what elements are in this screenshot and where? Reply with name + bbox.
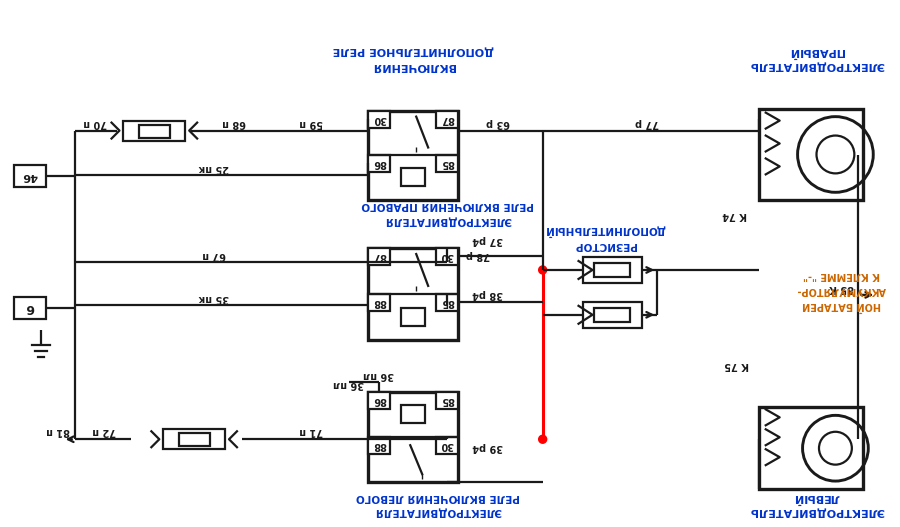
Text: 30: 30 bbox=[440, 251, 454, 261]
Text: 63 р: 63 р bbox=[486, 118, 510, 128]
Text: ВКЛЮЧЕНИЯ: ВКЛЮЧЕНИЯ bbox=[372, 61, 454, 71]
Circle shape bbox=[539, 266, 546, 274]
Text: 72 п: 72 п bbox=[93, 426, 116, 436]
Bar bbox=[436, 248, 458, 265]
Bar bbox=[582, 302, 643, 328]
Bar bbox=[401, 308, 425, 326]
Text: 70 п: 70 п bbox=[84, 118, 107, 128]
Bar bbox=[595, 308, 630, 322]
Text: ЭЛЕКТРОДВИГАТЕЛЯ: ЭЛЕКТРОДВИГАТЕЛЯ bbox=[384, 215, 511, 225]
Bar bbox=[436, 393, 458, 409]
Bar bbox=[123, 121, 185, 141]
Bar bbox=[368, 248, 391, 265]
Text: 77 р: 77 р bbox=[635, 118, 659, 128]
Text: 87: 87 bbox=[373, 251, 386, 261]
Bar bbox=[759, 407, 863, 489]
Text: 85: 85 bbox=[440, 159, 454, 169]
Text: ПРАВЫЙ: ПРАВЫЙ bbox=[789, 46, 844, 56]
Text: 30: 30 bbox=[440, 440, 454, 450]
Text: 87: 87 bbox=[440, 114, 454, 124]
Text: 30: 30 bbox=[373, 114, 386, 124]
Bar bbox=[368, 248, 458, 340]
Bar bbox=[179, 433, 210, 446]
Bar bbox=[436, 111, 458, 128]
Text: 59 п: 59 п bbox=[299, 118, 322, 128]
Text: ЭЛЕКТРОДВИГАТЕЛЬ: ЭЛЕКТРОДВИГАТЕЛЬ bbox=[749, 61, 884, 71]
Text: ЛЕВЫЙ: ЛЕВЫЙ bbox=[794, 492, 840, 502]
Text: 25 пк: 25 пк bbox=[199, 163, 230, 173]
Bar bbox=[368, 155, 391, 172]
Bar bbox=[368, 111, 391, 128]
Text: НОЙ БАТАРЕИ: НОЙ БАТАРЕИ bbox=[802, 300, 881, 310]
Bar bbox=[436, 437, 458, 454]
Text: ДОПОЛНИТЕЛЬНОЕ РЕЛЕ: ДОПОЛНИТЕЛЬНОЕ РЕЛЕ bbox=[332, 46, 494, 56]
Text: 36 пл: 36 пл bbox=[363, 369, 394, 379]
Text: РЕЛЕ ВКЛЮЧЕНИЯ ЛЕВОГО: РЕЛЕ ВКЛЮЧЕНИЯ ЛЕВОГО bbox=[356, 492, 520, 502]
Bar bbox=[436, 155, 458, 172]
Bar bbox=[368, 111, 458, 200]
Bar bbox=[436, 294, 458, 311]
Bar bbox=[368, 393, 458, 482]
Text: 86: 86 bbox=[373, 395, 386, 405]
Text: ДОПОЛНИТЕЛЬНЫЙ: ДОПОЛНИТЕЛЬНЫЙ bbox=[545, 225, 666, 236]
Bar bbox=[368, 294, 391, 311]
Bar bbox=[582, 257, 643, 283]
Bar bbox=[14, 297, 46, 319]
Text: 85 К: 85 К bbox=[829, 283, 854, 293]
Text: 85: 85 bbox=[440, 297, 454, 307]
Text: 36 пл: 36 пл bbox=[333, 379, 364, 389]
Text: 78 р: 78 р bbox=[466, 250, 490, 260]
Text: 88: 88 bbox=[373, 440, 386, 450]
Bar bbox=[163, 430, 225, 449]
Bar bbox=[368, 393, 391, 409]
Text: К 74: К 74 bbox=[723, 210, 747, 220]
Bar bbox=[595, 263, 630, 277]
Text: 86: 86 bbox=[373, 159, 386, 169]
Text: АККУМУЛЯТОР-: АККУМУЛЯТОР- bbox=[796, 285, 886, 295]
Bar bbox=[140, 124, 170, 138]
Bar bbox=[14, 165, 46, 187]
Text: 68 п: 68 п bbox=[222, 118, 246, 128]
Text: 81 п: 81 п bbox=[46, 426, 69, 436]
Text: 6: 6 bbox=[25, 301, 34, 314]
Text: 85: 85 bbox=[440, 395, 454, 405]
Circle shape bbox=[539, 435, 546, 443]
Bar bbox=[759, 109, 863, 200]
Bar bbox=[368, 437, 391, 454]
Text: 88: 88 bbox=[373, 297, 386, 307]
Text: РЕЛЕ ВКЛЮЧЕНИЯ ПРАВОГО: РЕЛЕ ВКЛЮЧЕНИЯ ПРАВОГО bbox=[362, 200, 535, 210]
Text: 67 п: 67 п bbox=[202, 250, 226, 260]
Text: ЭЛЕКТРОДВИГАТЕЛЯ: ЭЛЕКТРОДВИГАТЕЛЯ bbox=[374, 507, 501, 517]
Text: РЕЗИСТОР: РЕЗИСТОР bbox=[574, 240, 636, 250]
Text: 46: 46 bbox=[22, 171, 38, 181]
Text: ЭЛЕКТРОДВИГАТЕЛЬ: ЭЛЕКТРОДВИГАТЕЛЬ bbox=[749, 507, 884, 517]
Text: 39 р4: 39 р4 bbox=[472, 442, 503, 452]
Text: К КЛЕММЕ "-": К КЛЕММЕ "-" bbox=[803, 270, 880, 280]
Text: 38 р4: 38 р4 bbox=[472, 289, 503, 299]
Text: К 75: К 75 bbox=[724, 359, 749, 369]
Text: 35 пк: 35 пк bbox=[199, 293, 230, 303]
Bar bbox=[401, 169, 425, 187]
Text: 37 р4: 37 р4 bbox=[472, 235, 503, 245]
Bar bbox=[401, 405, 425, 423]
Text: 71 п: 71 п bbox=[299, 426, 322, 436]
